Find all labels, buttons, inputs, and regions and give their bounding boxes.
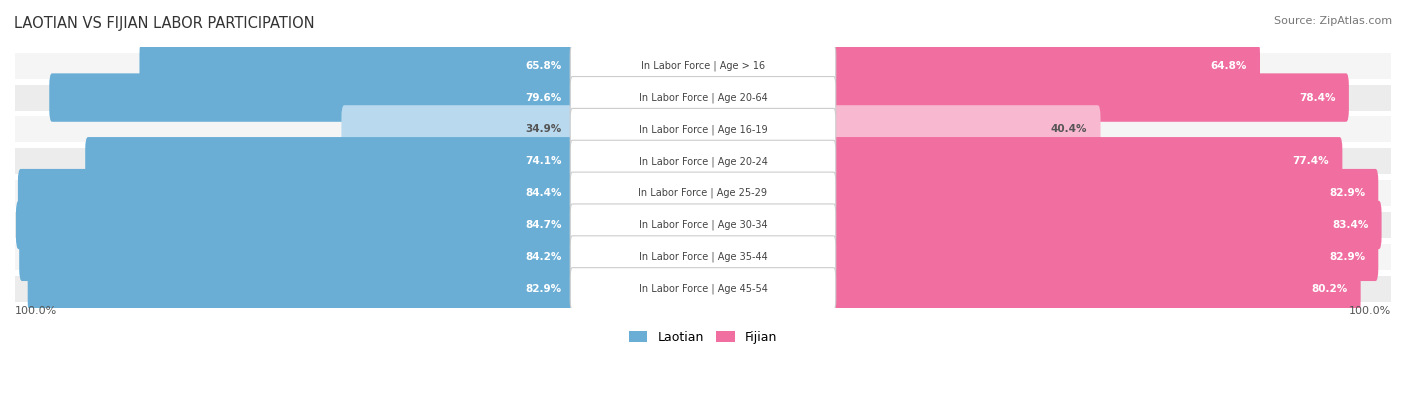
Text: 82.9%: 82.9% — [526, 284, 562, 294]
Text: 65.8%: 65.8% — [526, 61, 562, 71]
Legend: Laotian, Fijian: Laotian, Fijian — [624, 325, 782, 348]
FancyBboxPatch shape — [571, 268, 835, 310]
FancyBboxPatch shape — [18, 169, 575, 217]
Text: 77.4%: 77.4% — [1292, 156, 1329, 166]
FancyBboxPatch shape — [571, 108, 835, 150]
Text: 84.4%: 84.4% — [526, 188, 562, 198]
Text: In Labor Force | Age 20-24: In Labor Force | Age 20-24 — [638, 156, 768, 167]
Text: 82.9%: 82.9% — [1329, 188, 1365, 198]
FancyBboxPatch shape — [139, 41, 575, 90]
FancyBboxPatch shape — [831, 265, 1361, 313]
Text: In Labor Force | Age 25-29: In Labor Force | Age 25-29 — [638, 188, 768, 198]
Text: 78.4%: 78.4% — [1299, 92, 1336, 103]
FancyBboxPatch shape — [20, 233, 575, 281]
FancyBboxPatch shape — [49, 73, 575, 122]
Text: 84.7%: 84.7% — [526, 220, 562, 230]
Bar — [15, 212, 1391, 238]
FancyBboxPatch shape — [342, 105, 575, 154]
Text: 100.0%: 100.0% — [1348, 306, 1391, 316]
Text: 79.6%: 79.6% — [526, 92, 562, 103]
FancyBboxPatch shape — [571, 236, 835, 278]
Bar — [15, 244, 1391, 270]
FancyBboxPatch shape — [15, 201, 575, 249]
Text: 80.2%: 80.2% — [1312, 284, 1347, 294]
Bar — [15, 53, 1391, 79]
Text: In Labor Force | Age 16-19: In Labor Force | Age 16-19 — [638, 124, 768, 135]
FancyBboxPatch shape — [831, 41, 1260, 90]
FancyBboxPatch shape — [571, 77, 835, 118]
FancyBboxPatch shape — [28, 265, 575, 313]
Text: 84.2%: 84.2% — [526, 252, 562, 262]
FancyBboxPatch shape — [831, 105, 1101, 154]
Text: 40.4%: 40.4% — [1050, 124, 1087, 134]
FancyBboxPatch shape — [831, 201, 1382, 249]
FancyBboxPatch shape — [831, 137, 1343, 186]
FancyBboxPatch shape — [571, 140, 835, 182]
FancyBboxPatch shape — [571, 204, 835, 246]
FancyBboxPatch shape — [831, 233, 1378, 281]
Text: In Labor Force | Age 20-64: In Labor Force | Age 20-64 — [638, 92, 768, 103]
Text: 34.9%: 34.9% — [526, 124, 562, 134]
Text: 74.1%: 74.1% — [526, 156, 562, 166]
FancyBboxPatch shape — [571, 45, 835, 87]
Bar — [15, 85, 1391, 111]
Text: In Labor Force | Age 30-34: In Labor Force | Age 30-34 — [638, 220, 768, 230]
Text: LAOTIAN VS FIJIAN LABOR PARTICIPATION: LAOTIAN VS FIJIAN LABOR PARTICIPATION — [14, 16, 315, 31]
Bar — [15, 117, 1391, 143]
Text: In Labor Force | Age 45-54: In Labor Force | Age 45-54 — [638, 284, 768, 294]
Text: In Labor Force | Age > 16: In Labor Force | Age > 16 — [641, 60, 765, 71]
FancyBboxPatch shape — [571, 172, 835, 214]
FancyBboxPatch shape — [831, 73, 1348, 122]
Bar — [15, 148, 1391, 174]
Text: 83.4%: 83.4% — [1331, 220, 1368, 230]
Text: 100.0%: 100.0% — [15, 306, 58, 316]
FancyBboxPatch shape — [86, 137, 575, 186]
Text: 64.8%: 64.8% — [1211, 61, 1247, 71]
FancyBboxPatch shape — [831, 169, 1378, 217]
Text: 82.9%: 82.9% — [1329, 252, 1365, 262]
Bar — [15, 276, 1391, 302]
Text: Source: ZipAtlas.com: Source: ZipAtlas.com — [1274, 16, 1392, 26]
Bar — [15, 180, 1391, 206]
Text: In Labor Force | Age 35-44: In Labor Force | Age 35-44 — [638, 252, 768, 262]
